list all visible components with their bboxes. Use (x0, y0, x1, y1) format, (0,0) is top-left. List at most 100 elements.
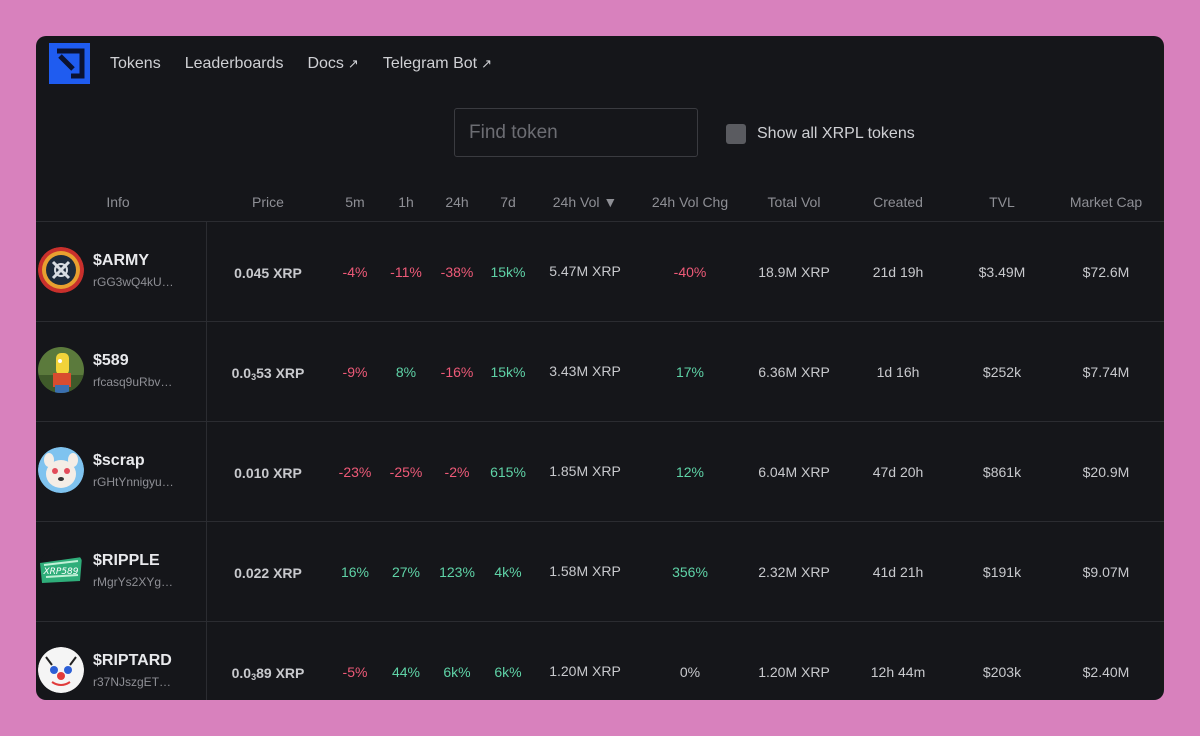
cell-volchg: 0% (679, 664, 701, 680)
token-name[interactable]: $scrap (93, 452, 145, 469)
external-link-icon: ↗ (481, 55, 492, 71)
cell-created: 1d 16h (876, 364, 920, 380)
header-total-vol[interactable]: Total Vol (767, 194, 821, 210)
app-window: Tokens Leaderboards Docs ↗ Telegram Bot ↗ … (36, 36, 1164, 700)
cell-volchg: 356% (672, 564, 708, 580)
token-address: rGG3wQ4kU… (93, 275, 174, 289)
logo-icon[interactable] (49, 43, 90, 84)
cell-tvl: $3.49M (978, 264, 1026, 280)
table-header: Info Price 5m 1h 24h 7d 24h Vol ▼ 24h Vo… (36, 182, 1164, 222)
cartoon-avatar-icon (38, 347, 84, 393)
cell-created: 47d 20h (872, 464, 924, 480)
header-market-cap[interactable]: Market Cap (1069, 194, 1143, 210)
nav-leaderboards[interactable]: Leaderboards (185, 55, 284, 73)
header-info[interactable]: Info (106, 194, 130, 210)
cell-vol24: 1.20M XRP (549, 663, 621, 679)
price-zero-count: 3 (251, 672, 257, 682)
token-name[interactable]: $589 (93, 352, 129, 369)
dog-avatar-icon (38, 447, 84, 493)
cell-volchg: 12% (675, 464, 705, 480)
cell-h24: -16% (440, 364, 474, 380)
token-name[interactable]: $RIPTARD (93, 652, 172, 669)
token-price: 0.010 XRP (234, 465, 302, 481)
price-digits: 89 XRP (256, 665, 305, 681)
external-link-icon: ↗ (347, 55, 359, 71)
army-avatar-icon (38, 247, 84, 293)
cell-vol24: 3.43M XRP (549, 363, 621, 379)
top-nav: Tokens Leaderboards Docs ↗ Telegram Bot ↗ (49, 43, 516, 84)
token-address: rMgrYs2XYg… (93, 575, 174, 589)
token-price: 0.0353 XRP (232, 365, 305, 382)
header-24h[interactable]: 24h (445, 194, 469, 210)
xrp589-avatar-icon: XRP589 (38, 547, 84, 593)
table-row[interactable]: $589 rfcasq9uRbv… 0.0353 XRP -9% 8% -16% 15k% 3… (36, 322, 1164, 422)
header-1h[interactable]: 1h (398, 194, 414, 210)
nav-telegram-bot[interactable]: Telegram Bot ↗ (383, 55, 492, 73)
cell-m5: -4% (342, 264, 368, 280)
cell-tvl: $861k (982, 464, 1022, 480)
header-24h-vol[interactable]: 24h Vol ▼ (552, 194, 618, 210)
cell-totalvol: 18.9M XRP (758, 264, 830, 280)
cell-vol24: 1.58M XRP (549, 563, 621, 579)
token-price: 0.0389 XRP (232, 665, 305, 682)
show-all-checkbox[interactable] (726, 124, 746, 144)
price-digits: 53 XRP (256, 365, 305, 381)
header-5m[interactable]: 5m (345, 194, 365, 210)
cell-d7: 15k% (490, 264, 526, 280)
cell-m5: -5% (342, 664, 368, 680)
table-row[interactable]: $ARMY rGG3wQ4kU… 0.045 XRP -4% -11% -38% 15k% 5… (36, 222, 1164, 322)
cell-d7: 615% (490, 464, 526, 480)
cell-mcap: $7.74M (1082, 364, 1130, 380)
price-prefix: 0.0 (231, 365, 252, 381)
price-zero-count: 3 (251, 372, 257, 382)
table-row[interactable]: $scrap rGHtYnnigyu… 0.010 XRP -23% -25% -2% 61… (36, 422, 1164, 522)
cell-m5: -9% (342, 364, 368, 380)
header-tvl[interactable]: TVL (989, 194, 1015, 210)
cell-h1: -11% (390, 264, 422, 280)
show-all-label: Show all XRPL tokens (757, 125, 915, 142)
cell-mcap: $72.6M (1082, 264, 1130, 280)
cell-totalvol: 1.20M XRP (758, 664, 830, 680)
cell-totalvol: 6.04M XRP (758, 464, 830, 480)
cell-mcap: $9.07M (1082, 564, 1130, 580)
cell-h1: -25% (389, 464, 423, 480)
header-created[interactable]: Created (873, 194, 923, 210)
table-body: $ARMY rGG3wQ4kU… 0.045 XRP -4% -11% -38% 15k% 5… (36, 222, 1164, 700)
nav-leaderboards-label: Leaderboards (184, 54, 284, 72)
cell-d7: 6k% (494, 664, 522, 680)
cell-mcap: $2.40M (1082, 664, 1130, 680)
token-name[interactable]: $ARMY (93, 252, 150, 269)
cell-h1: 27% (391, 564, 421, 580)
token-address: rfcasq9uRbv… (93, 375, 173, 389)
token-address: rGHtYnnigyu… (93, 475, 174, 489)
svg-text:XRP589: XRP589 (42, 567, 78, 577)
cell-totalvol: 6.36M XRP (758, 364, 830, 380)
show-all-toggle[interactable]: Show all XRPL tokens (726, 124, 915, 144)
token-table: Info Price 5m 1h 24h 7d 24h Vol ▼ 24h Vo… (36, 182, 1164, 700)
cell-h24: 123% (439, 564, 475, 580)
cell-created: 41d 21h (872, 564, 924, 580)
nav-docs[interactable]: Docs ↗ (307, 55, 358, 73)
cell-created: 12h 44m (870, 664, 926, 680)
cell-volchg: -40% (673, 264, 707, 280)
nav-telegram-bot-label: Telegram Bot (382, 54, 478, 72)
clown-avatar-icon (38, 647, 84, 693)
price-prefix: 0.0 (231, 665, 252, 681)
cell-m5: 16% (340, 564, 370, 580)
token-price: 0.045 XRP (234, 265, 302, 281)
table-row[interactable]: $RIPTARD r37NJszgET… 0.0389 XRP -5% 44% 6k% 6k… (36, 622, 1164, 700)
token-price: 0.022 XRP (234, 565, 302, 581)
header-7d[interactable]: 7d (500, 194, 516, 210)
nav-tokens[interactable]: Tokens (110, 55, 161, 73)
cell-tvl: $252k (982, 364, 1022, 380)
cell-vol24: 1.85M XRP (549, 463, 621, 479)
info-column-divider (206, 221, 207, 700)
table-row[interactable]: XRP589 $RIPPLE rMgrYs2XYg… 0.022 XRP 16% 27% 1… (36, 522, 1164, 622)
cell-d7: 15k% (490, 364, 526, 380)
cell-h1: 8% (395, 364, 417, 380)
search-input[interactable] (454, 108, 698, 157)
header-price[interactable]: Price (252, 194, 284, 210)
token-name[interactable]: $RIPPLE (93, 552, 160, 569)
token-address: r37NJszgET… (93, 675, 172, 689)
header-24h-vol-chg[interactable]: 24h Vol Chg (651, 194, 729, 210)
